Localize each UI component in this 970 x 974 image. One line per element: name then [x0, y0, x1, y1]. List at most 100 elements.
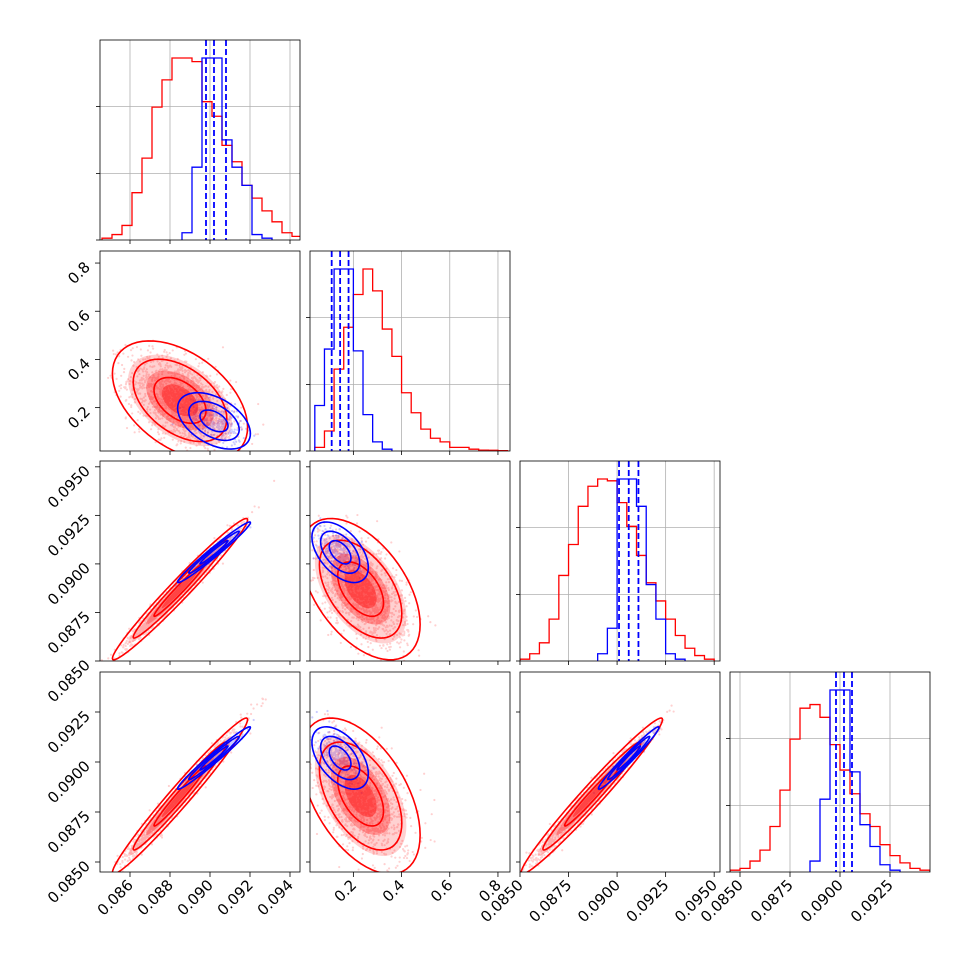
sample-point	[340, 642, 342, 644]
sample-point	[385, 647, 387, 649]
sample-point	[382, 644, 384, 646]
sample-point	[150, 428, 152, 430]
sample-point	[222, 346, 224, 348]
sample-point	[109, 375, 111, 377]
sample-point	[209, 375, 211, 377]
sample-point	[324, 601, 326, 603]
sample-point	[373, 663, 375, 665]
sample-point	[321, 602, 323, 604]
sample-point	[390, 646, 392, 648]
sample-point	[398, 642, 400, 644]
sample-point	[132, 347, 134, 349]
sample-point	[231, 410, 233, 412]
sample-point	[113, 373, 115, 375]
sample-point	[107, 657, 109, 659]
sample-point	[158, 433, 160, 435]
sample-point	[233, 441, 235, 443]
sample-point	[330, 633, 332, 635]
sample-point	[257, 403, 259, 405]
sample-point	[356, 522, 358, 524]
sample-point	[137, 419, 139, 421]
sample-point	[326, 611, 328, 613]
sample-point	[130, 349, 132, 351]
sample-point	[126, 640, 128, 642]
sample-point	[128, 403, 130, 405]
sample-point	[98, 362, 100, 364]
sample-point	[302, 516, 304, 518]
sample-point	[367, 646, 369, 648]
sample-point	[189, 447, 191, 449]
sample-point	[306, 568, 308, 570]
sample-point	[257, 433, 259, 435]
sample-point	[330, 525, 332, 527]
sample-point	[402, 634, 404, 636]
sample-point	[406, 605, 408, 607]
sample-point	[169, 352, 171, 354]
sample-point	[148, 345, 150, 347]
sample-point	[179, 456, 181, 458]
sample-point	[406, 642, 408, 644]
sample-point	[101, 669, 103, 671]
sample-point	[207, 358, 209, 360]
sample-point	[304, 549, 306, 551]
sample-point	[198, 362, 200, 364]
sample-point	[222, 563, 224, 565]
sample-point	[329, 607, 331, 609]
sample-point	[363, 654, 365, 656]
sample-point	[131, 354, 133, 356]
sample-point	[180, 442, 182, 444]
sample-point	[240, 407, 242, 409]
sample-point	[329, 610, 331, 612]
sample-point	[207, 448, 209, 450]
sample-point	[96, 671, 98, 673]
sample-point	[273, 480, 275, 482]
sample-point	[130, 406, 132, 408]
sample-point	[407, 623, 409, 625]
sample-point	[197, 365, 199, 367]
sample-point	[214, 366, 216, 368]
sample-point	[231, 444, 233, 446]
sample-point	[131, 412, 133, 414]
sample-point	[313, 577, 315, 579]
sample-point	[157, 431, 159, 433]
sample-point	[242, 458, 244, 460]
sample-point	[417, 649, 419, 651]
sample-point	[120, 387, 122, 389]
sample-point	[240, 426, 242, 428]
sample-point	[372, 649, 374, 651]
sample-point	[359, 530, 361, 532]
sample-point	[237, 415, 239, 417]
sample-point	[312, 579, 314, 581]
panel-background	[520, 461, 720, 661]
sample-point	[229, 392, 231, 394]
sample-point	[404, 597, 406, 599]
sample-point	[113, 353, 115, 355]
sample-point	[313, 541, 315, 543]
sample-point	[231, 528, 233, 530]
sample-point	[147, 349, 149, 351]
sample-point	[126, 389, 128, 391]
sample-point	[115, 353, 117, 355]
sample-point	[229, 434, 231, 436]
sample-point	[136, 346, 138, 348]
sample-point	[408, 594, 410, 596]
sample-point	[149, 351, 151, 353]
sample-point	[356, 637, 358, 639]
sample-point	[125, 645, 127, 647]
sample-point	[165, 351, 167, 353]
sample-point	[122, 646, 124, 648]
sample-point	[140, 348, 142, 350]
sample-point	[123, 368, 125, 370]
sample-point	[395, 574, 397, 576]
sample-point	[222, 442, 224, 444]
sample-point	[400, 638, 402, 640]
sample-point	[128, 628, 130, 630]
scatter-panel-2-1	[277, 461, 510, 682]
sample-point	[376, 520, 378, 522]
sample-point	[172, 439, 174, 441]
sample-point	[251, 443, 253, 445]
sample-point	[302, 507, 304, 509]
sample-point	[316, 540, 318, 542]
sample-point	[128, 396, 130, 398]
